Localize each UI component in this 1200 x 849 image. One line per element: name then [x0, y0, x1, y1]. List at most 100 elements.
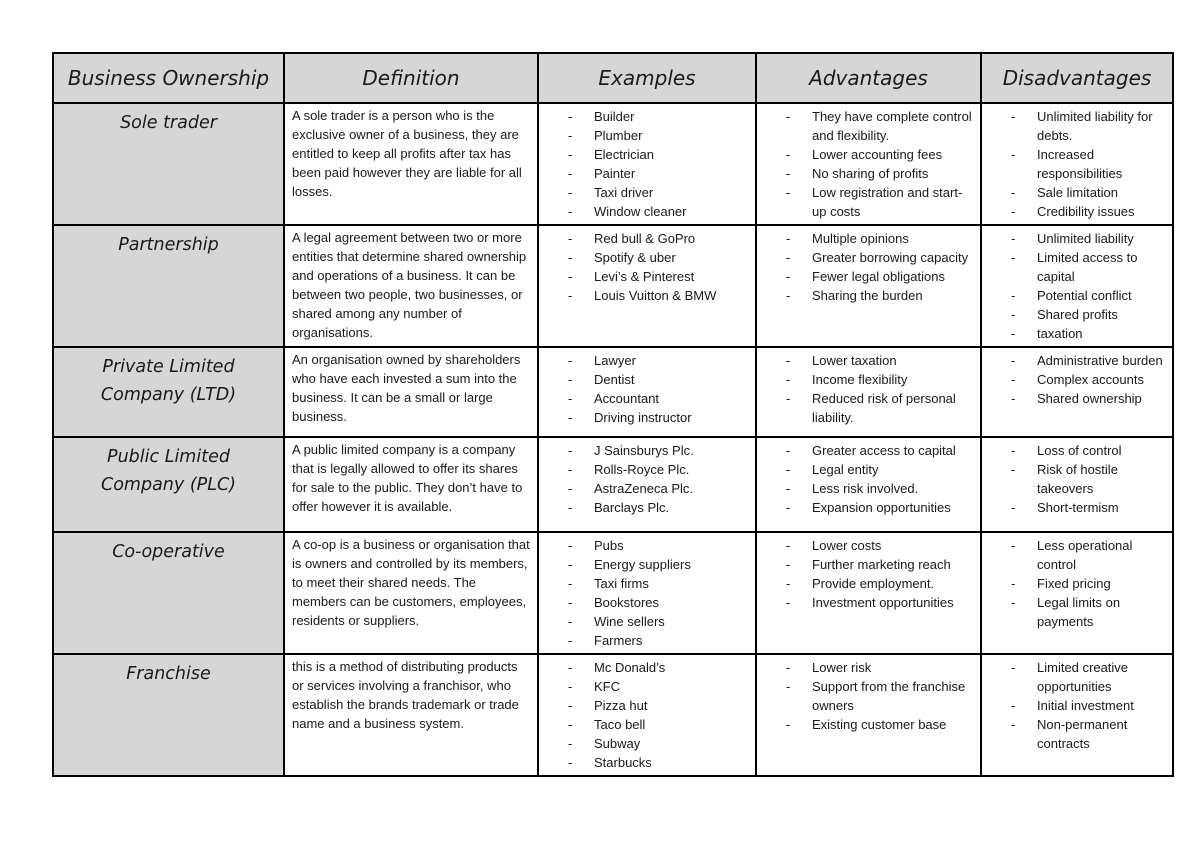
bullet-dash: -: [1011, 109, 1016, 124]
disadvantages-list: - Less operational control - Fixed pricing -…: [983, 534, 1171, 633]
list-item-text: Low registration and start-up costs: [812, 185, 963, 219]
list-item: - Subway: [540, 734, 754, 753]
list-item: - Non-permanent contracts: [983, 715, 1171, 753]
bullet-dash: -: [786, 500, 791, 515]
list-item: - Accountant: [540, 389, 754, 408]
bullet-dash: -: [568, 147, 573, 162]
examples-cell: - Mc Donald’s - KFC - Pizza hut - Taco bell - Sub…: [537, 653, 757, 777]
bullet-dash: -: [568, 595, 573, 610]
examples-cell: - Pubs - Energy suppliers - Taxi firms - Bookst…: [537, 531, 757, 655]
examples-list: - Lawyer - Dentist - Accountant - Driving instr…: [540, 349, 754, 429]
definition-cell: A sole trader is a person who is the exc…: [283, 102, 539, 226]
bullet-dash: -: [568, 679, 573, 694]
list-item-text: Taxi firms: [594, 576, 649, 591]
disadvantages-cell: - Loss of control - Risk of hostile takeove…: [980, 436, 1174, 533]
bullet-dash: -: [786, 269, 791, 284]
list-item-text: Shared ownership: [1037, 391, 1142, 406]
bullet-dash: -: [568, 372, 573, 387]
list-item-text: AstraZeneca Plc.: [594, 481, 693, 496]
list-item-text: taxation: [1037, 326, 1083, 341]
list-item-text: Less operational control: [1037, 538, 1133, 572]
list-item: - Taco bell: [540, 715, 754, 734]
list-item-text: Short-termism: [1037, 500, 1119, 515]
table-row: Co-operative A co-op is a business or org…: [52, 531, 1174, 655]
bullet-dash: -: [568, 481, 573, 496]
bullet-dash: -: [568, 557, 573, 572]
header-examples: Examples: [537, 52, 757, 104]
list-item-text: Administrative burden: [1037, 353, 1163, 368]
bullet-dash: -: [568, 717, 573, 732]
list-item: - AstraZeneca Plc.: [540, 479, 754, 498]
bullet-dash: -: [786, 462, 791, 477]
advantages-list: - Greater access to capital - Legal entity -…: [758, 439, 979, 519]
list-item-text: Initial investment: [1037, 698, 1134, 713]
bullet-dash: -: [568, 576, 573, 591]
list-item-text: Greater borrowing capacity: [812, 250, 969, 265]
list-item: - Red bull & GoPro: [540, 229, 754, 248]
list-item-text: Limited access to capital: [1037, 250, 1138, 284]
bullet-dash: -: [568, 269, 573, 284]
table-row: Public Limited Company (PLC) A public lim…: [52, 436, 1174, 533]
list-item-text: Complex accounts: [1037, 372, 1144, 387]
bullet-dash: -: [786, 717, 791, 732]
list-item-text: Credibility issues: [1037, 204, 1135, 219]
list-item-text: Limited creative opportunities: [1037, 660, 1129, 694]
list-item-text: Potential conflict: [1037, 288, 1132, 303]
list-item-text: Dentist: [594, 372, 635, 387]
list-item: - Plumber: [540, 126, 754, 145]
bullet-dash: -: [1011, 231, 1016, 246]
list-item-text: Rolls-Royce Plc.: [594, 462, 690, 477]
list-item: - Driving instructor: [540, 408, 754, 427]
list-item: - Administrative burden: [983, 351, 1171, 370]
list-item-text: Subway: [594, 736, 641, 751]
list-item: - Limited creative opportunities: [983, 658, 1171, 696]
list-item-text: Existing customer base: [812, 717, 947, 732]
list-item: - Levi’s & Pinterest: [540, 267, 754, 286]
list-item-text: Increased responsibilities: [1037, 147, 1123, 181]
list-item: - Sale limitation: [983, 183, 1171, 202]
list-item: - Reduced risk of personal liability.: [758, 389, 979, 427]
list-item-text: Legal limits on payments: [1037, 595, 1121, 629]
list-item-text: Sale limitation: [1037, 185, 1118, 200]
list-item: - Spotify & uber: [540, 248, 754, 267]
list-item-text: Electrician: [594, 147, 654, 162]
list-item-text: Taco bell: [594, 717, 646, 732]
bullet-dash: -: [1011, 185, 1016, 200]
list-item: - Fixed pricing: [983, 574, 1171, 593]
list-item-text: Non-permanent contracts: [1037, 717, 1128, 751]
bullet-dash: -: [1011, 372, 1016, 387]
bullet-dash: -: [786, 109, 791, 124]
bullet-dash: -: [568, 755, 573, 770]
bullet-dash: -: [786, 557, 791, 572]
list-item: - KFC: [540, 677, 754, 696]
ownership-type-name: Franchise: [52, 653, 285, 777]
list-item: - Multiple opinions: [758, 229, 979, 248]
examples-cell: - Builder - Plumber - Electrician - Painter - Tax…: [537, 102, 757, 226]
list-item: - Limited access to capital: [983, 248, 1171, 286]
bullet-dash: -: [786, 443, 791, 458]
list-item-text: Pubs: [594, 538, 624, 553]
list-item-text: Energy suppliers: [594, 557, 691, 572]
advantages-cell: - Greater access to capital - Legal entity -…: [755, 436, 982, 533]
list-item: - Greater access to capital: [758, 441, 979, 460]
list-item-text: Driving instructor: [594, 410, 692, 425]
list-item-text: Lower taxation: [812, 353, 897, 368]
list-item-text: Less risk involved.: [812, 481, 919, 496]
list-item-text: Red bull & GoPro: [594, 231, 696, 246]
definition-cell: A co-op is a business or organisation th…: [283, 531, 539, 655]
bullet-dash: -: [786, 372, 791, 387]
list-item: - Rolls-Royce Plc.: [540, 460, 754, 479]
list-item-text: Legal entity: [812, 462, 879, 477]
bullet-dash: -: [568, 633, 573, 648]
bullet-dash: -: [786, 353, 791, 368]
bullet-dash: -: [1011, 538, 1016, 553]
list-item: - Income flexibility: [758, 370, 979, 389]
business-ownership-table: Business Ownership Definition Examples A…: [52, 52, 1174, 777]
list-item: - Expansion opportunities: [758, 498, 979, 517]
list-item-text: Lower costs: [812, 538, 882, 553]
list-item: - Builder: [540, 107, 754, 126]
list-item-text: Mc Donald’s: [594, 660, 666, 675]
bullet-dash: -: [786, 166, 791, 181]
list-item-text: J Sainsburys Plc.: [594, 443, 694, 458]
bullet-dash: -: [786, 538, 791, 553]
